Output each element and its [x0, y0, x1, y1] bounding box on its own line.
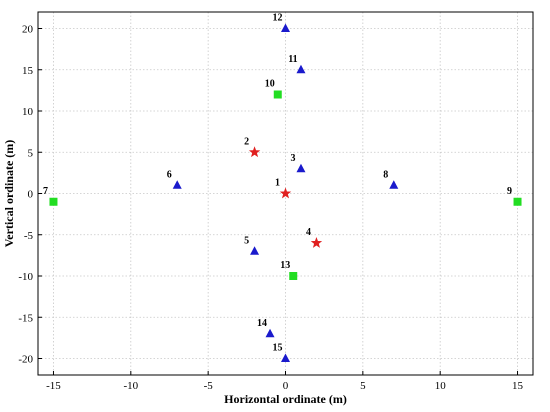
star-marker — [248, 146, 261, 158]
point-label: 11 — [288, 54, 297, 65]
point-label: 15 — [273, 343, 283, 354]
point-label: 3 — [290, 153, 295, 164]
y-tick-label: 10 — [22, 106, 34, 118]
data-point: 4 — [306, 227, 323, 248]
y-tick-label: 20 — [22, 24, 34, 36]
x-tick-label: -5 — [204, 380, 214, 392]
data-point: 12 — [273, 13, 290, 32]
x-tick-label: -10 — [123, 380, 138, 392]
point-label: 12 — [273, 13, 283, 24]
point-label: 2 — [244, 136, 249, 147]
point-label: 14 — [257, 318, 267, 329]
data-point: 15 — [273, 343, 290, 362]
data-point: 3 — [290, 153, 306, 173]
data-point: 14 — [257, 318, 275, 338]
data-point: 1 — [275, 178, 292, 199]
x-tick-label: -15 — [46, 380, 61, 392]
y-tick-label: -10 — [18, 271, 33, 283]
triangle-marker — [296, 163, 306, 173]
data-point: 2 — [244, 136, 261, 158]
point-label: 1 — [275, 178, 280, 189]
data-point: 6 — [167, 169, 182, 189]
y-tick-label: -15 — [18, 312, 33, 324]
triangle-marker — [281, 23, 290, 32]
point-label: 10 — [265, 79, 275, 90]
square-marker — [513, 197, 522, 206]
y-tick-label: 5 — [28, 147, 34, 159]
data-point: 8 — [383, 169, 399, 189]
triangle-marker — [265, 328, 275, 338]
point-label: 13 — [280, 260, 290, 271]
y-tick-label: 15 — [22, 65, 34, 77]
triangle-marker — [172, 180, 182, 189]
data-point: 13 — [280, 260, 298, 280]
data-point: 7 — [43, 186, 58, 206]
point-label: 9 — [507, 186, 512, 197]
triangle-marker — [389, 180, 399, 189]
square-marker — [273, 90, 282, 99]
square-marker — [49, 197, 58, 206]
x-tick-label: 5 — [360, 380, 366, 392]
square-marker — [289, 272, 298, 280]
point-label: 7 — [43, 186, 48, 197]
triangle-marker — [281, 353, 290, 362]
star-marker — [310, 237, 323, 248]
y-tick-label: -20 — [18, 354, 33, 366]
x-tick-label: 10 — [435, 380, 447, 392]
x-tick-label: 0 — [283, 380, 289, 392]
star-marker — [279, 187, 292, 199]
data-point: 9 — [507, 186, 522, 206]
x-axis-title: Horizontal ordinate (m) — [224, 392, 347, 406]
grid — [38, 12, 533, 375]
data-point: 10 — [265, 79, 282, 99]
point-label: 8 — [383, 169, 388, 180]
point-label: 5 — [244, 235, 249, 246]
point-label: 6 — [167, 169, 172, 180]
triangle-marker — [250, 246, 260, 255]
point-label: 4 — [306, 227, 311, 238]
y-tick-label: -5 — [24, 230, 34, 242]
triangle-marker — [296, 64, 306, 74]
y-tick-label: 0 — [28, 189, 34, 201]
data-point: 5 — [244, 235, 260, 255]
y-axis-title: Vertical ordinate (m) — [2, 140, 16, 248]
x-tick-label: 15 — [512, 380, 524, 392]
data-point: 11 — [288, 54, 306, 74]
